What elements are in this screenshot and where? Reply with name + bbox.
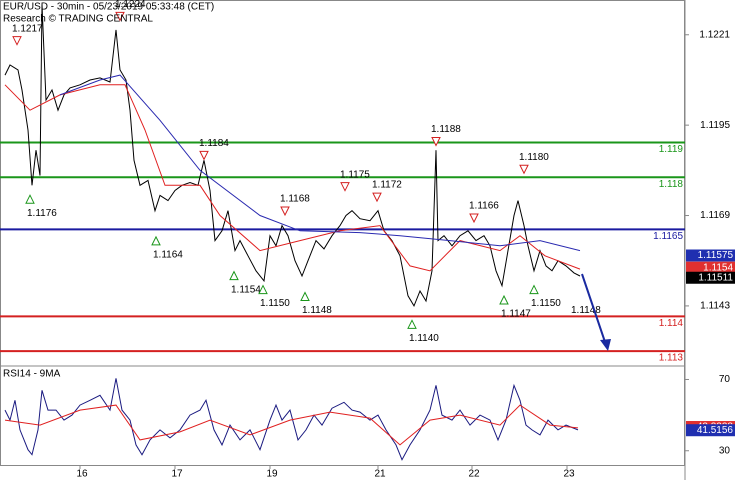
low-label: 1.1154 <box>231 284 261 295</box>
level-label: 1.118 <box>659 179 684 190</box>
x-tick-label: 22 <box>468 469 480 480</box>
low-marker <box>229 270 239 281</box>
high-label: 1.1188 <box>431 124 461 135</box>
price-tag <box>686 424 735 437</box>
low-label: 1.1150 <box>531 298 561 309</box>
chart-title: EUR/USD - 30min - 05/23/2019 05:33:48 (C… <box>3 2 214 13</box>
series-line <box>4 378 579 461</box>
price-tag <box>686 261 735 274</box>
low-label: 1.1140 <box>409 333 439 344</box>
x-tick-label: 17 <box>171 469 183 480</box>
high-marker <box>280 206 290 217</box>
high-label: 1.1184 <box>199 138 229 149</box>
price-tag <box>686 271 735 284</box>
price-tag-label: 1.11575 <box>698 250 734 261</box>
low-marker <box>407 319 417 329</box>
price-tag <box>686 249 735 262</box>
price-tag-label: 1.1154 <box>703 262 733 273</box>
price-tag-label: 41.5156 <box>697 425 734 436</box>
y-tick-label: 70 <box>719 374 731 385</box>
x-tick-label: 21 <box>374 469 386 480</box>
high-label: 1.1166 <box>469 201 499 212</box>
x-tick-label: 16 <box>76 469 88 480</box>
low-label: 1.1147 <box>501 309 531 320</box>
high-marker <box>372 192 382 203</box>
level-label: 1.113 <box>659 353 684 364</box>
chart-subtitle: Research © TRADING CENTRAL <box>3 14 153 25</box>
high-marker <box>12 36 22 46</box>
low-marker <box>529 284 539 295</box>
y-tick-label: 1.1169 <box>700 210 730 221</box>
low-marker <box>151 235 161 246</box>
high-marker <box>115 11 125 22</box>
high-marker <box>340 182 350 192</box>
y-tick-label: 1.1221 <box>699 29 730 40</box>
level-label: 1.1165 <box>653 231 683 242</box>
high-marker <box>431 136 441 147</box>
low-label: 1.1148 <box>302 305 332 316</box>
series-line <box>59 74 581 252</box>
low-marker <box>258 284 268 295</box>
x-tick-label: 23 <box>563 469 575 480</box>
level-label: 1.114 <box>659 318 684 329</box>
forecast-arrow <box>581 273 606 343</box>
level-label: 1.119 <box>659 144 684 155</box>
low-marker <box>25 194 35 204</box>
series-line <box>4 4 581 308</box>
series-line <box>4 84 581 272</box>
high-label: 1.1224 <box>115 0 146 10</box>
series-line <box>4 404 579 446</box>
target-label: 1.1148 <box>571 305 601 316</box>
high-label: 1.1217 <box>12 23 43 34</box>
y-tick-label: 1.1195 <box>700 120 730 131</box>
x-tick-label: 19 <box>266 469 278 480</box>
high-label: 1.1172 <box>372 180 402 191</box>
high-marker <box>519 164 529 175</box>
high-label: 1.1180 <box>519 152 549 163</box>
high-label: 1.1175 <box>340 169 370 180</box>
high-marker <box>469 213 479 224</box>
low-marker <box>300 291 310 302</box>
panel-title: RSI14 - 9MA <box>3 369 61 380</box>
price-tag-label: 1.11511 <box>698 272 733 283</box>
high-label: 1.1168 <box>280 194 310 205</box>
low-label: 1.1176 <box>27 208 57 219</box>
high-marker <box>199 150 209 161</box>
forecast-arrowhead <box>600 339 611 351</box>
low-marker <box>499 294 509 305</box>
plot-frame <box>0 0 685 466</box>
low-label: 1.1164 <box>153 250 183 261</box>
y-tick-label: 1.1143 <box>700 301 730 312</box>
low-label: 1.1150 <box>260 298 290 309</box>
y-tick-label: 30 <box>719 445 731 456</box>
